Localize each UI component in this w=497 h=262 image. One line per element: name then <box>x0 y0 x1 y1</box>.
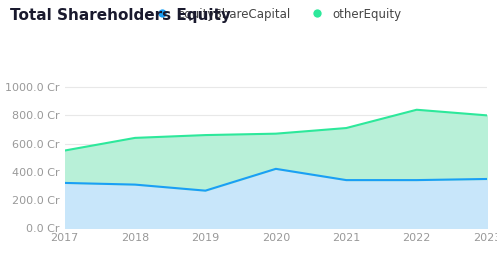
Text: Total Shareholders Equity: Total Shareholders Equity <box>10 8 231 23</box>
Legend: equityShareCapital, otherEquity: equityShareCapital, otherEquity <box>146 3 406 25</box>
